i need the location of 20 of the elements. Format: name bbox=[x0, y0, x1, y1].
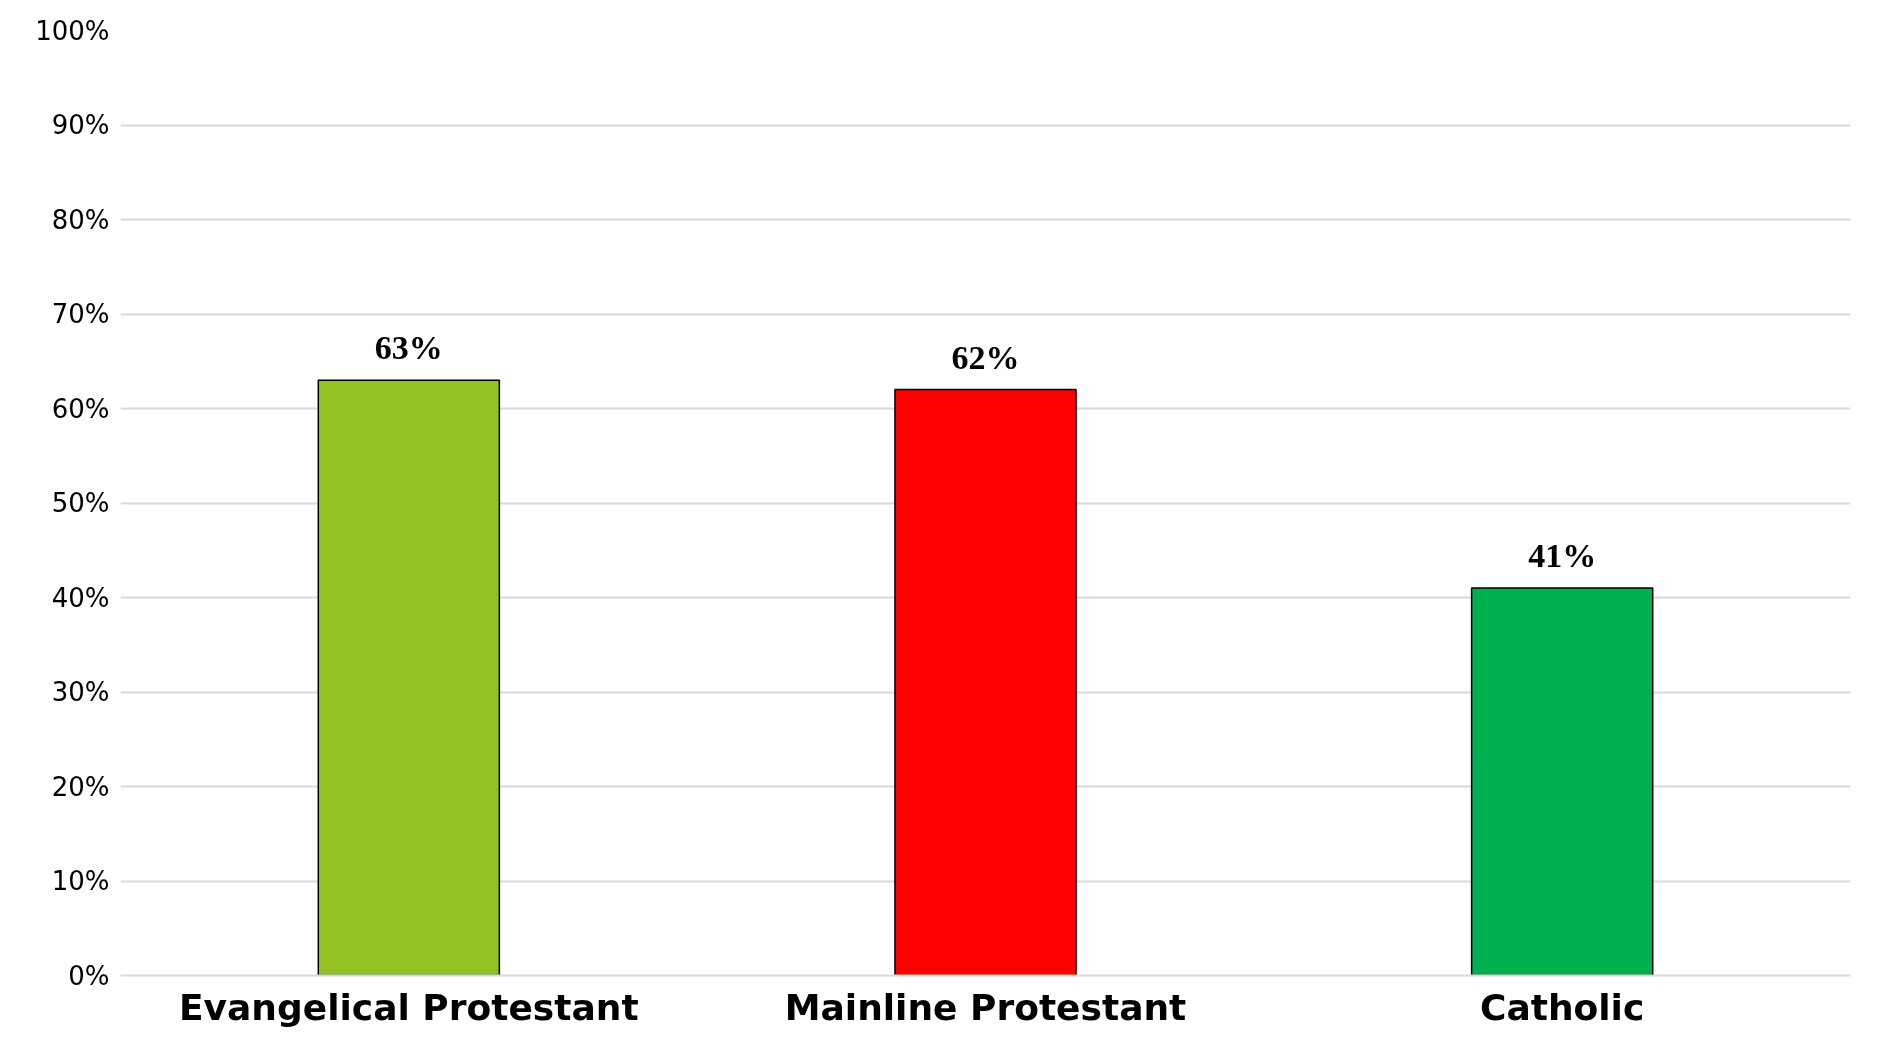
data-label: 63% bbox=[374, 329, 443, 367]
data-label: 41% bbox=[1528, 537, 1597, 575]
x-tick-label: Catholic bbox=[1480, 986, 1645, 1028]
y-tick-label: 80% bbox=[51, 204, 110, 235]
y-tick-label: 30% bbox=[51, 677, 110, 707]
bar bbox=[317, 379, 501, 976]
y-tick-label: 100% bbox=[35, 15, 110, 46]
y-tick-label: 60% bbox=[51, 393, 110, 424]
data-label: 62% bbox=[951, 338, 1020, 376]
y-tick-label: 50% bbox=[51, 488, 110, 518]
y-tick-label: 90% bbox=[51, 110, 110, 140]
y-tick-label: 20% bbox=[51, 771, 110, 802]
bar bbox=[894, 388, 1077, 976]
y-tick-label: 10% bbox=[51, 866, 110, 896]
x-tick-label: Evangelical Protestant bbox=[179, 986, 639, 1028]
y-tick-label: 70% bbox=[51, 299, 110, 329]
bar bbox=[1470, 587, 1654, 976]
y-tick-label: 40% bbox=[51, 582, 110, 613]
y-tick-label: 0% bbox=[68, 960, 110, 991]
x-tick-label: Mainline Protestant bbox=[784, 986, 1187, 1028]
